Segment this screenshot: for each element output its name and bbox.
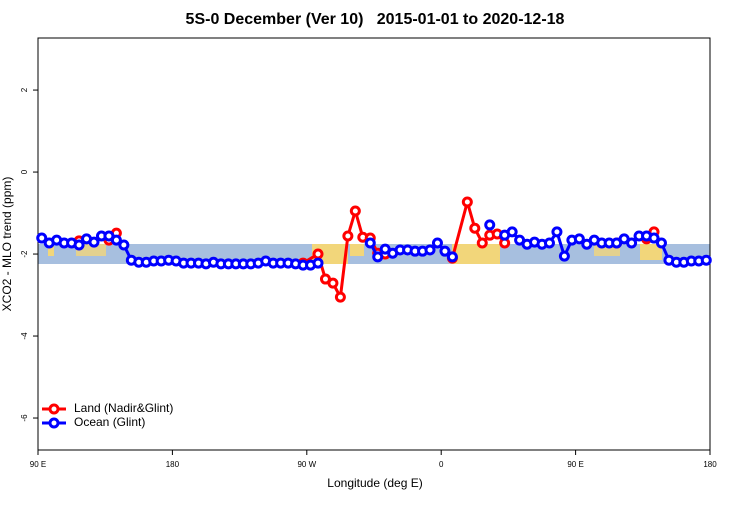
data-point (439, 245, 451, 257)
data-point (342, 230, 354, 242)
land-patch (640, 244, 662, 260)
land-patch (350, 244, 364, 256)
data-point (334, 291, 346, 303)
data-point (312, 257, 324, 269)
y-tick-label: -6 (20, 414, 29, 422)
data-point (573, 233, 585, 245)
x-tick-label: 0 (439, 460, 444, 469)
data-point (364, 237, 376, 249)
data-point (312, 248, 324, 260)
data-point (469, 222, 481, 234)
data-point (36, 232, 48, 244)
y-tick-label: -4 (20, 332, 29, 340)
data-point (476, 237, 488, 249)
x-axis-title: Longitude (deg E) (327, 476, 422, 490)
data-point (372, 251, 384, 263)
chart-title: 5S-0 December (Ver 10) 2015-01-01 to 202… (186, 11, 565, 28)
data-point (655, 237, 667, 249)
land-patch (452, 244, 500, 264)
data-point (461, 196, 473, 208)
legend-marker (48, 417, 60, 429)
legend-label: Ocean (Glint) (74, 415, 145, 429)
data-point (327, 277, 339, 289)
data-point (424, 244, 436, 256)
data-point (446, 251, 458, 263)
land-patch (48, 246, 54, 256)
x-tick-label: 90 E (567, 460, 583, 469)
data-point (110, 234, 122, 246)
data-point (551, 226, 563, 238)
data-point (648, 232, 660, 244)
plot-frame (37, 37, 711, 451)
data-point (558, 250, 570, 262)
legend-marker (48, 403, 60, 415)
data-point (700, 254, 712, 266)
data-point (484, 219, 496, 231)
x-tick-label: 180 (703, 460, 717, 469)
data-point (506, 226, 518, 238)
x-tick-label: 90 W (297, 460, 316, 469)
x-tick-label: 180 (166, 460, 180, 469)
data-point (431, 237, 443, 249)
data-point (349, 205, 361, 217)
data-point (118, 239, 130, 251)
legend-label: Land (Nadir&Glint) (74, 401, 173, 415)
data-point (88, 236, 100, 248)
data-point (543, 237, 555, 249)
y-tick-label: 2 (20, 87, 29, 92)
y-tick-label: -2 (20, 250, 29, 258)
y-axis-title: XCO2 - MLO trend (ppm) (0, 177, 14, 312)
y-tick-label: 0 (20, 169, 29, 174)
x-tick-label: 90 E (30, 460, 46, 469)
data-point (626, 237, 638, 249)
data-point (73, 239, 85, 251)
